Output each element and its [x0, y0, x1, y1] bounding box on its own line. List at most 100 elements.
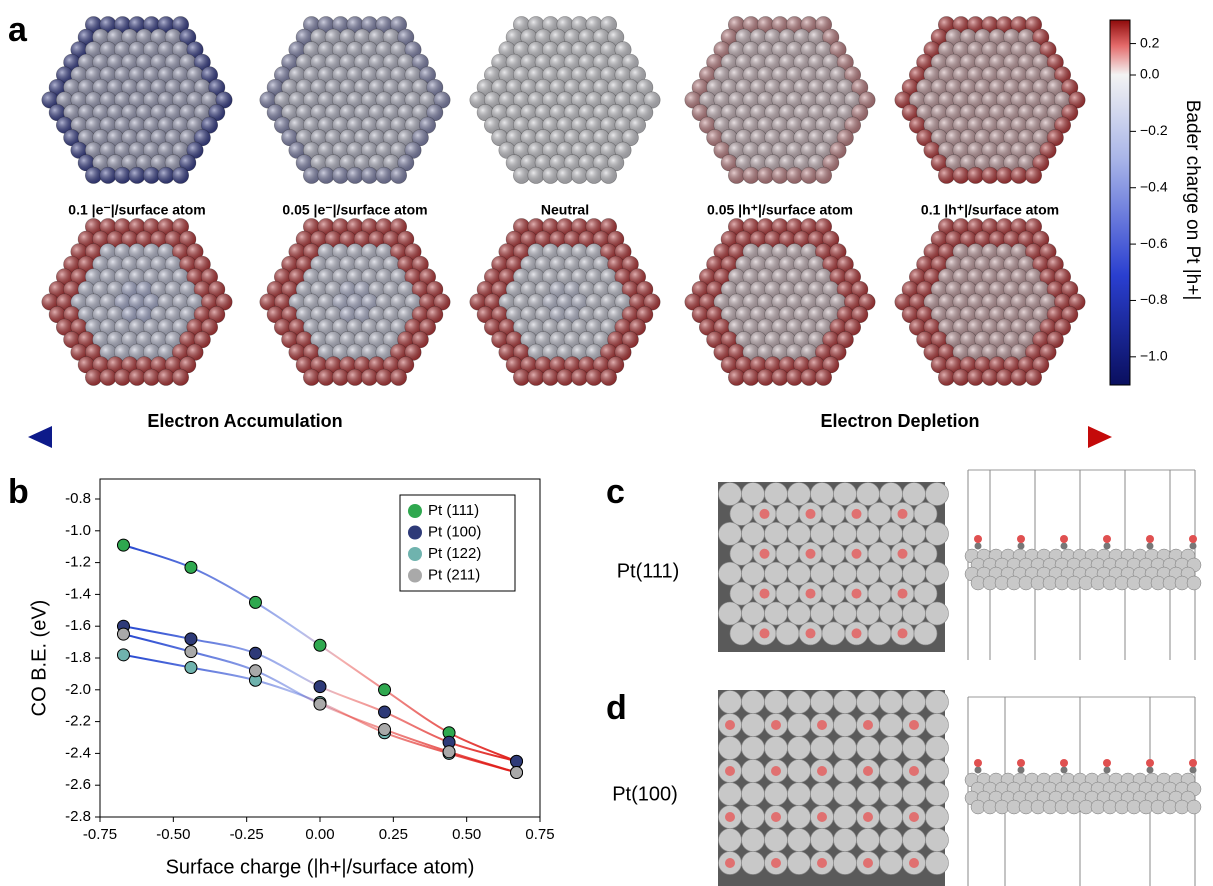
atom-shade — [786, 369, 802, 385]
atom-shade — [143, 167, 159, 183]
co-adsorbate — [898, 549, 908, 559]
atom-shade — [953, 167, 969, 183]
data-point — [249, 647, 261, 659]
atom-shade — [772, 369, 788, 385]
atom-shade — [172, 369, 188, 385]
data-point — [117, 649, 129, 661]
surface-atom — [742, 602, 765, 625]
surface-atom — [903, 691, 926, 714]
surface-atom — [765, 522, 788, 545]
surface-atom — [719, 483, 742, 506]
surface-atom — [811, 783, 834, 806]
atom-shade — [85, 369, 101, 385]
surface-atom — [834, 829, 857, 852]
surface-atom — [765, 483, 788, 506]
surface-atom — [730, 542, 753, 565]
carbon — [1104, 543, 1111, 550]
figure: a b c d Bader charge on Pt |h+| Electron… — [0, 0, 1213, 886]
co-adsorbate — [760, 509, 770, 519]
legend-marker — [408, 547, 422, 561]
co-adsorbate — [863, 812, 873, 822]
y-tick-label: -1.2 — [65, 554, 91, 571]
atom-shade — [982, 369, 998, 385]
y-tick-label: -2.0 — [65, 681, 91, 698]
atom-shade — [528, 167, 544, 183]
colorbar-tick-label: −0.4 — [1140, 178, 1168, 194]
bulk-atom — [1187, 800, 1201, 814]
y-tick-label: -1.8 — [65, 649, 91, 666]
surface-atom — [880, 852, 903, 875]
oxygen — [1060, 535, 1068, 543]
condition-label: 0.1 |e⁻|/surface atom — [68, 202, 205, 218]
co-adsorbate — [909, 812, 919, 822]
surface-atom — [811, 691, 834, 714]
y-tick-label: -1.0 — [65, 522, 91, 539]
atom-shade — [542, 369, 558, 385]
arrow-head — [1088, 426, 1112, 448]
surface-atom — [719, 691, 742, 714]
surface-atom — [788, 760, 811, 783]
atom-shade — [996, 167, 1012, 183]
data-point — [117, 539, 129, 551]
co-adsorbate — [852, 628, 862, 638]
surface-atom — [765, 602, 788, 625]
bulk-atom — [1187, 576, 1201, 590]
surface-atom — [742, 737, 765, 760]
co-adsorbate — [760, 549, 770, 559]
co-adsorbate — [771, 720, 781, 730]
surface-atom — [914, 622, 937, 645]
surface-atom — [719, 602, 742, 625]
co-adsorbate — [771, 766, 781, 776]
co-adsorbate — [898, 509, 908, 519]
x-axis-label: Surface charge (|h+|/surface atom) — [166, 856, 475, 878]
co-adsorbate — [909, 858, 919, 868]
y-tick-label: -0.8 — [65, 490, 91, 507]
surface-atom — [926, 522, 949, 545]
legend-label: Pt (100) — [428, 523, 481, 540]
surface-atom — [788, 483, 811, 506]
oxygen — [1017, 535, 1025, 543]
surface-atom — [868, 502, 891, 525]
surface-atom — [811, 562, 834, 585]
atom-shade — [332, 167, 348, 183]
atom-shade — [376, 369, 392, 385]
carbon — [1147, 543, 1154, 550]
data-point — [379, 706, 391, 718]
data-point — [314, 681, 326, 693]
co-adsorbate — [725, 812, 735, 822]
atom-shade — [557, 167, 573, 183]
carbon — [1018, 543, 1025, 550]
atom-shade — [967, 167, 983, 183]
slab-images — [718, 470, 1201, 886]
legend-label: Pt (111) — [428, 502, 479, 519]
surface-atom — [868, 542, 891, 565]
panel-label: d — [606, 689, 627, 727]
surface-atom — [822, 502, 845, 525]
surface-atom — [903, 783, 926, 806]
surface-atom — [834, 714, 857, 737]
co-adsorbate — [909, 766, 919, 776]
co-adsorbate — [863, 858, 873, 868]
co-adsorbate — [806, 509, 816, 519]
atom-shade — [953, 369, 969, 385]
atom-shade — [347, 167, 363, 183]
surface-atom — [742, 852, 765, 875]
co-adsorbate — [909, 720, 919, 730]
carbon — [1061, 767, 1068, 774]
carbon — [975, 767, 982, 774]
surface-atom — [765, 691, 788, 714]
facet-label: Pt(111) — [617, 560, 680, 582]
legend-marker — [408, 569, 422, 583]
surface-atom — [834, 760, 857, 783]
y-tick-label: -2.6 — [65, 776, 91, 793]
y-tick-label: -2.2 — [65, 713, 91, 730]
co-adsorbate — [852, 589, 862, 599]
surface-atom — [788, 714, 811, 737]
co-adsorbate — [852, 509, 862, 519]
surface-atom — [788, 829, 811, 852]
surface-atom — [776, 582, 799, 605]
surface-atom — [719, 829, 742, 852]
atom-shade — [571, 369, 587, 385]
panel-label: a — [8, 11, 28, 49]
surface-atom — [926, 602, 949, 625]
